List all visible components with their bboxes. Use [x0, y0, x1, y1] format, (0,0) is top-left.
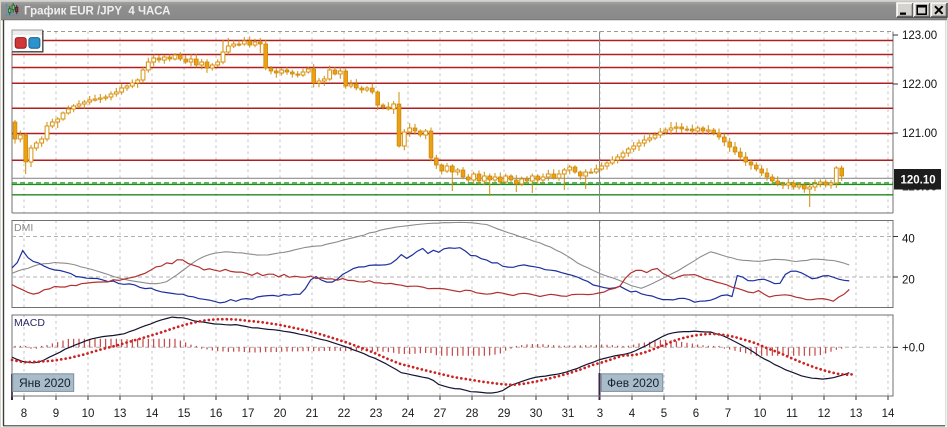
svg-text:40: 40: [902, 234, 915, 246]
svg-text:14: 14: [146, 408, 159, 420]
svg-text:14: 14: [882, 408, 895, 420]
svg-text:17: 17: [242, 408, 255, 420]
svg-text:7: 7: [725, 408, 731, 420]
svg-text:6: 6: [693, 408, 699, 420]
svg-text:5: 5: [661, 408, 667, 420]
svg-text:23: 23: [370, 408, 383, 420]
svg-text:12: 12: [818, 408, 831, 420]
svg-text:20: 20: [274, 408, 287, 420]
svg-text:121.00: 121.00: [902, 128, 937, 140]
svg-text:11: 11: [786, 408, 798, 420]
svg-text:График EUR /JPY 4 ЧАСА: График EUR /JPY 4 ЧАСА: [24, 6, 170, 18]
svg-text:13: 13: [114, 408, 127, 420]
svg-text:31: 31: [562, 408, 575, 420]
svg-text:+0.0: +0.0: [902, 342, 925, 354]
svg-text:3: 3: [597, 408, 603, 420]
svg-text:10: 10: [754, 408, 767, 420]
svg-text:24: 24: [402, 408, 415, 420]
svg-text:9: 9: [53, 408, 59, 420]
svg-text:29: 29: [498, 408, 511, 420]
svg-text:Фев 2020: Фев 2020: [607, 376, 660, 390]
svg-text:4: 4: [629, 408, 636, 420]
svg-text:30: 30: [530, 408, 543, 420]
svg-text:DMI: DMI: [14, 222, 33, 234]
svg-text:28: 28: [466, 408, 479, 420]
svg-text:10: 10: [82, 408, 95, 420]
svg-text:8: 8: [21, 408, 27, 420]
svg-text:22: 22: [338, 408, 351, 420]
svg-text:122.00: 122.00: [902, 79, 937, 91]
svg-text:21: 21: [306, 408, 319, 420]
svg-text:16: 16: [210, 408, 223, 420]
svg-text:15: 15: [178, 408, 191, 420]
svg-text:123.00: 123.00: [902, 30, 937, 42]
svg-text:MACD: MACD: [14, 317, 45, 329]
svg-text:20: 20: [902, 275, 915, 287]
svg-text:27: 27: [434, 408, 447, 420]
svg-text:Янв 2020: Янв 2020: [19, 376, 71, 390]
svg-text:13: 13: [850, 408, 863, 420]
svg-text:120.10: 120.10: [901, 175, 936, 187]
